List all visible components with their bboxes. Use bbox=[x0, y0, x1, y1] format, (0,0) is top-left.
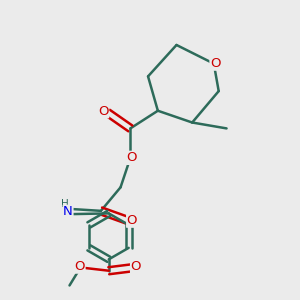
Text: O: O bbox=[127, 214, 137, 227]
Text: O: O bbox=[210, 57, 220, 70]
Text: N: N bbox=[63, 205, 73, 218]
Text: O: O bbox=[74, 260, 85, 273]
Text: O: O bbox=[98, 105, 109, 118]
Text: H: H bbox=[61, 199, 69, 208]
Text: O: O bbox=[127, 152, 137, 164]
Text: O: O bbox=[130, 260, 141, 273]
